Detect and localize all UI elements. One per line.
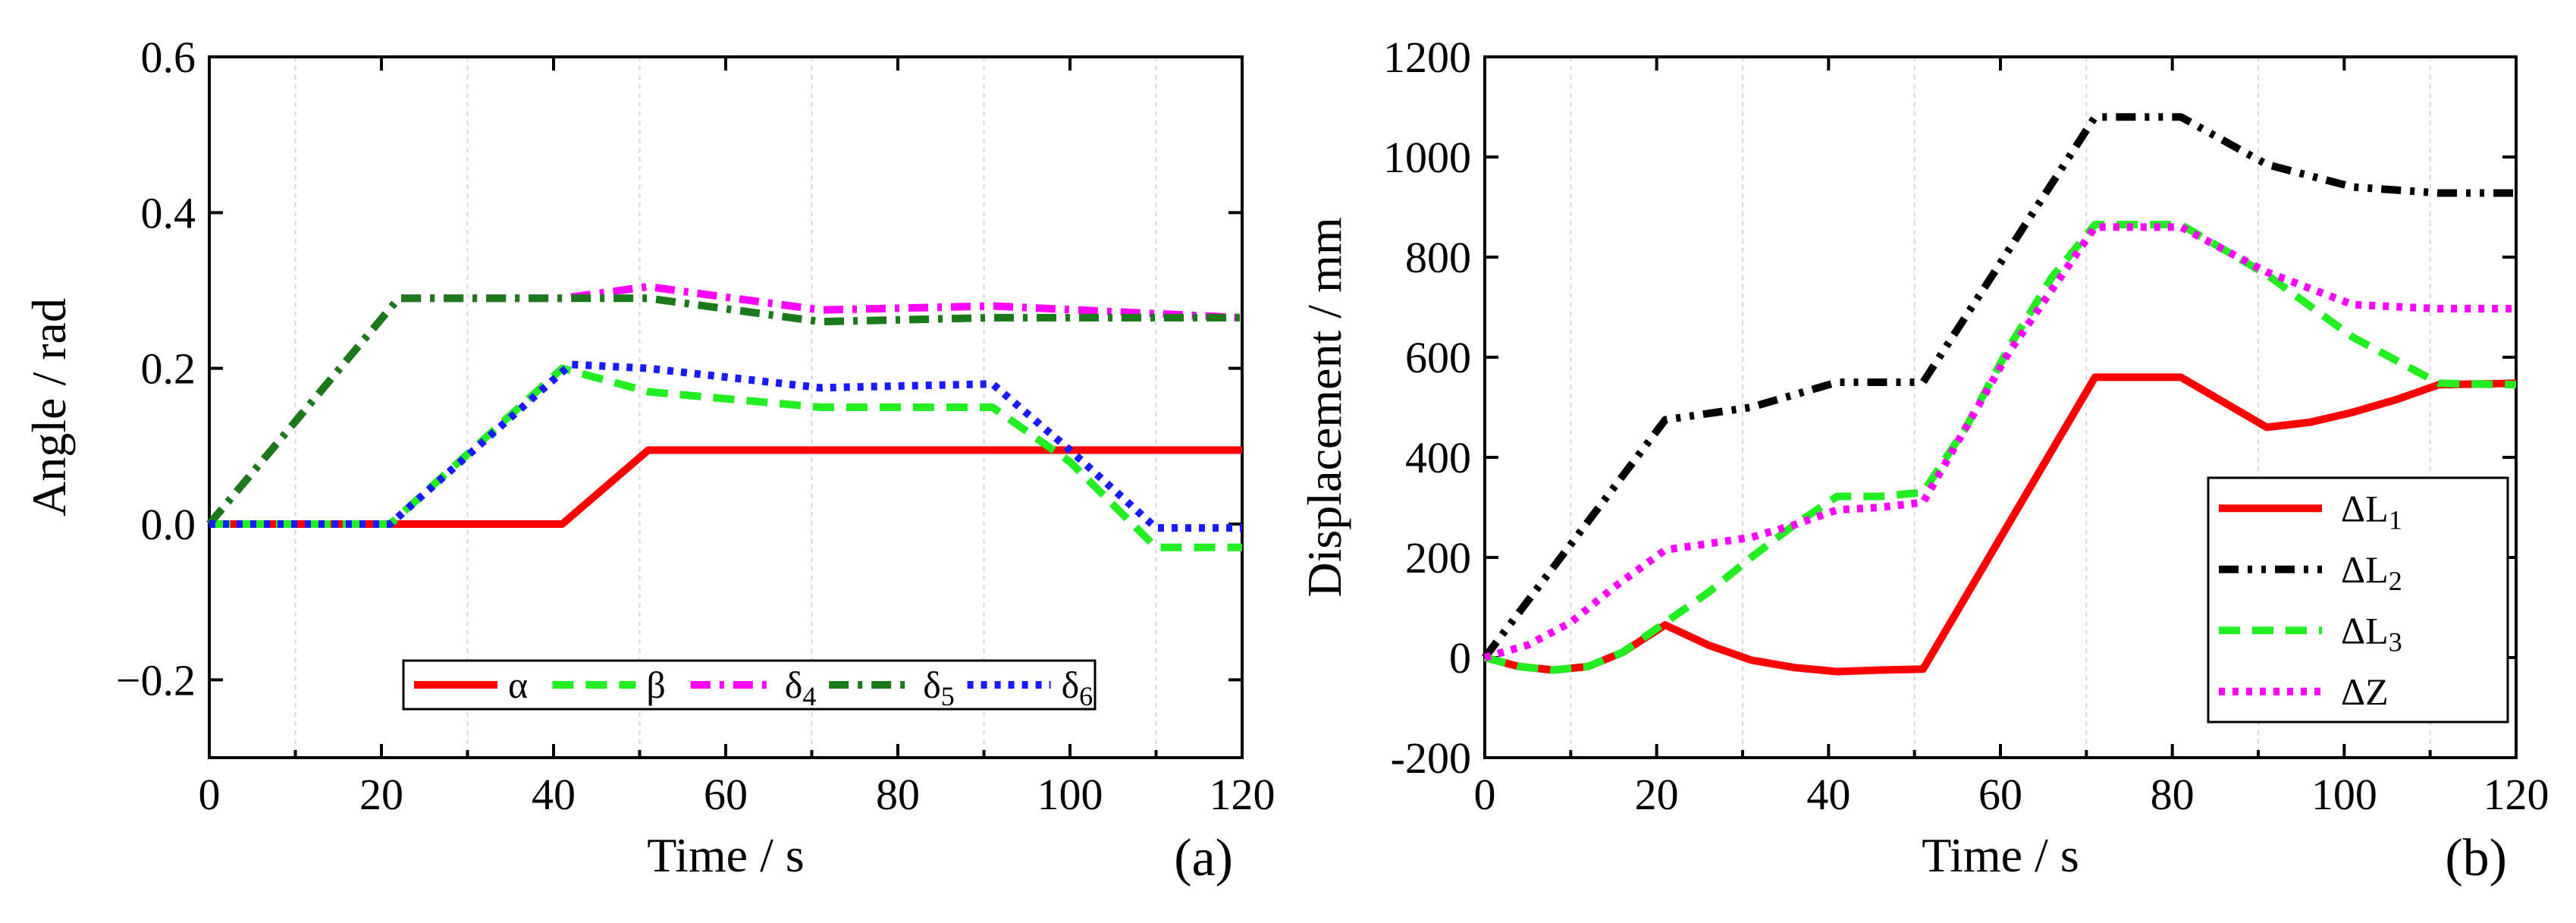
y-tick-label: 800 (1405, 233, 1471, 282)
series-line-3 (1483, 221, 2517, 674)
y-tick-label: 200 (1405, 533, 1471, 582)
x-tick-label: 100 (2311, 770, 2377, 819)
legend-label: α (508, 664, 528, 706)
x-tick-label: 120 (2483, 770, 2549, 819)
legend-label: ΔZ (2341, 670, 2389, 713)
y-tick-label: -200 (1391, 733, 1471, 783)
legend-label: β (646, 664, 665, 706)
x-tick-label: 60 (1978, 770, 2022, 819)
series-line-3 (206, 282, 1243, 527)
legend-label: δ5 (923, 664, 955, 711)
x-tick-label: 20 (1635, 770, 1679, 819)
x-tick-label: 100 (1037, 770, 1103, 819)
x-tick-label: 80 (876, 770, 920, 819)
x-tick-label: 60 (704, 770, 748, 819)
y-tick-label: 0 (1449, 633, 1471, 683)
x-tick-label: 120 (1210, 770, 1275, 819)
series-line-4 (206, 294, 1242, 527)
chart-panel-b: 0 20 40 60 80 100 120-200020040060080010001200… (1297, 33, 2549, 887)
x-tick-label: 20 (359, 770, 403, 819)
y-tick-label: 600 (1405, 333, 1471, 382)
series-line-2 (209, 364, 1242, 551)
y-tick-label: 400 (1405, 433, 1471, 482)
legend-label: ΔL3 (2341, 609, 2402, 657)
y-tick-label: 1200 (1383, 33, 1471, 82)
series-line-2 (1482, 113, 2516, 661)
x-tick-label: 0 (199, 770, 221, 819)
x-tick-label: 40 (1806, 770, 1850, 819)
y-tick-label: 0.6 (141, 33, 196, 82)
legend-label: δ4 (785, 664, 817, 711)
legend: ΔL1 ΔL2 ΔL3 ΔZ (2207, 476, 2509, 724)
x-axis-title: Time / s (1922, 828, 2079, 882)
legend: α β δ4 δ5 δ6 (402, 659, 1097, 711)
y-tick-label: 1000 (1383, 133, 1471, 182)
x-tick-label: 0 (1474, 770, 1496, 819)
legend-label: ΔL2 (2341, 548, 2402, 596)
y-tick-label: 0.0 (141, 500, 196, 549)
plot-frame (208, 55, 1244, 759)
series-line-1 (209, 446, 1242, 528)
y-axis-title: Displacement / mm (1297, 217, 1351, 597)
legend-label: δ6 (1062, 664, 1093, 711)
series-line-5 (209, 360, 1242, 532)
y-tick-label: −0.2 (116, 655, 196, 705)
chart-panel-a: 0 20 40 60 80 100 120 −0.2 0.0 0.2 0.4 0.6 Time / s A… (22, 33, 1275, 887)
y-tick-label: 0.4 (141, 188, 196, 237)
x-tick-label: 40 (532, 770, 576, 819)
y-axis-title: Angle / rad (22, 298, 76, 516)
series-line-4 (1483, 223, 2516, 661)
legend-box (2207, 476, 2509, 724)
panel-label: (a) (1174, 829, 1233, 887)
x-tick-label: 80 (2151, 770, 2195, 819)
x-axis-title: Time / s (647, 828, 805, 882)
legend-label: ΔL1 (2341, 487, 2402, 535)
panel-label: (b) (2445, 829, 2507, 887)
y-tick-label: 0.2 (141, 344, 196, 394)
